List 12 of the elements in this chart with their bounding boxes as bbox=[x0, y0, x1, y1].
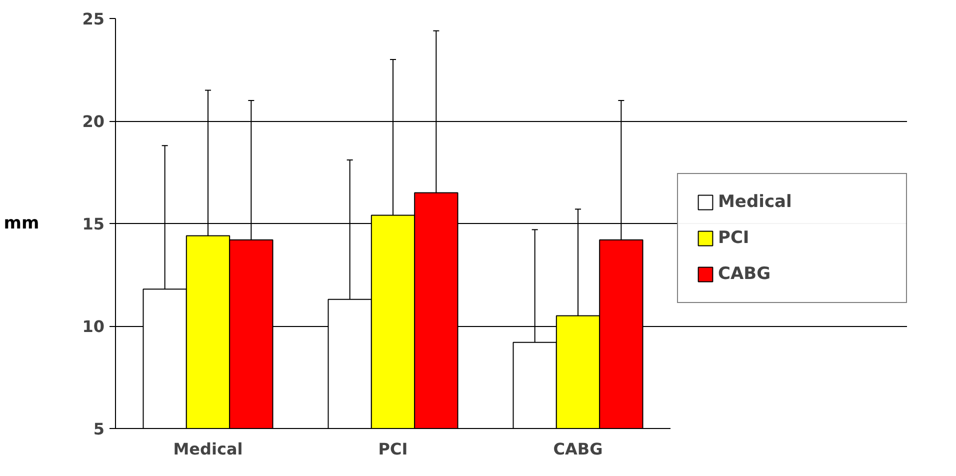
y-tick-label: 25 bbox=[82, 10, 104, 28]
legend-label: CABG bbox=[718, 264, 772, 284]
x-tick-label: CABG bbox=[553, 440, 603, 458]
y-tick-label: 15 bbox=[82, 214, 104, 234]
x-tick-label: PCI bbox=[378, 440, 408, 458]
y-tick-label: 20 bbox=[82, 112, 104, 131]
legend-label: Medical bbox=[718, 192, 793, 212]
legend-label: PCI bbox=[718, 228, 750, 248]
y-axis-title: mm bbox=[4, 214, 40, 234]
y-tick-label: 10 bbox=[82, 317, 104, 336]
x-tick-label: Medical bbox=[173, 440, 243, 458]
y-tick-label: 5 bbox=[93, 420, 105, 438]
